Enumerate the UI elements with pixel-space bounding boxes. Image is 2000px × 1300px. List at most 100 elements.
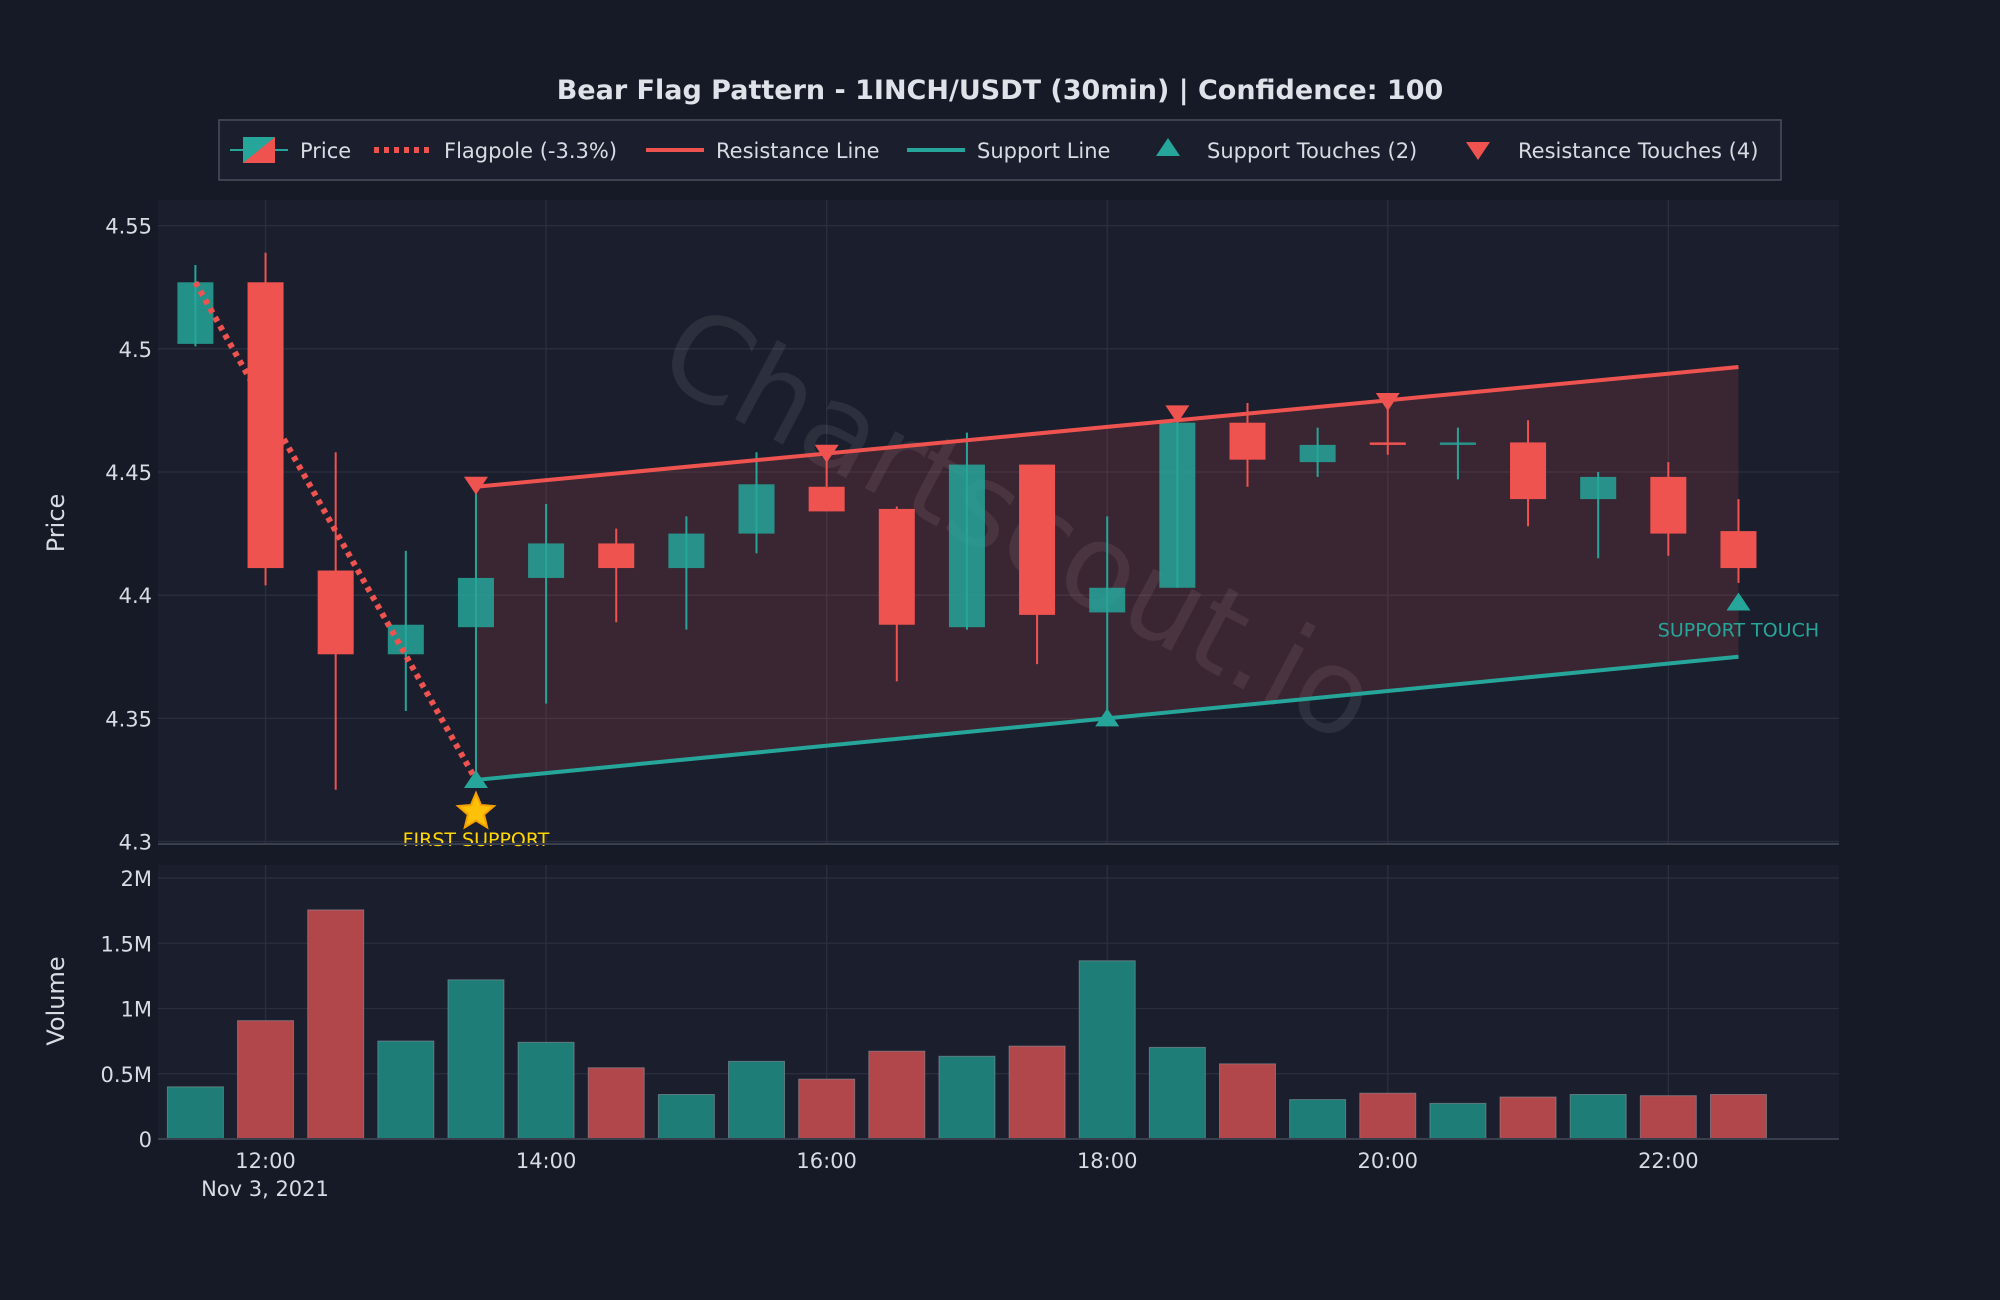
volume-bar	[868, 1050, 926, 1140]
volume-bar	[938, 1055, 996, 1140]
time-tick-label: 18:00	[1077, 1149, 1138, 1173]
volume-bar	[237, 1020, 295, 1140]
volume-bar	[798, 1078, 856, 1140]
candle	[247, 252, 284, 586]
candle	[317, 452, 354, 790]
candle-body	[247, 282, 284, 569]
candle-body	[1650, 476, 1687, 534]
legend: Price Flagpole (-3.3%) Resistance Line Supp…	[218, 119, 1782, 181]
time-tick-label: 12:00	[235, 1149, 296, 1173]
candle-body	[1720, 531, 1757, 569]
volume-bar	[1569, 1094, 1627, 1140]
resistance-touch-marker	[463, 476, 488, 495]
candle	[738, 452, 775, 554]
volume-tick-label: 2M	[121, 867, 152, 891]
first-support-star-icon	[455, 790, 497, 830]
resistance-touch-marker	[1375, 393, 1400, 412]
candle-body	[1510, 442, 1547, 500]
candle	[948, 432, 985, 630]
volume-bar	[166, 1086, 224, 1140]
resistance-touch-marker	[814, 444, 839, 463]
legend-box	[218, 119, 1782, 181]
price-tick-label: 4.35	[105, 707, 152, 731]
legend-item: Flagpole (-3.3%)	[374, 139, 617, 163]
price-axis-label: Price	[42, 494, 70, 553]
support-touch-marker	[1095, 708, 1120, 727]
candle	[1510, 420, 1547, 527]
volume-bar	[307, 909, 365, 1140]
candle	[878, 506, 915, 682]
candle	[177, 265, 214, 347]
legend-item: Support Touches (2)	[1156, 138, 1417, 163]
candle	[457, 489, 494, 780]
volume-bar	[1148, 1046, 1206, 1140]
candle	[1299, 427, 1336, 477]
time-tick-label: 14:00	[516, 1149, 577, 1173]
time-tick-label: 20:00	[1358, 1149, 1419, 1173]
candle	[1439, 427, 1476, 480]
support-touch-annotation-marker	[1726, 592, 1751, 611]
price-tick-label: 4.4	[119, 584, 152, 608]
candle-body	[1019, 464, 1056, 615]
candle-body	[1580, 476, 1617, 500]
legend-item: Price	[230, 137, 351, 163]
candle-body	[1089, 587, 1126, 613]
resistance-touch-marker	[1165, 405, 1190, 424]
legend-label: Support Touches (2)	[1207, 139, 1417, 163]
candle-body	[668, 533, 705, 569]
legend-label: Resistance Touches (4)	[1518, 139, 1758, 163]
candle-body	[1299, 444, 1336, 463]
legend-label: Resistance Line	[716, 139, 880, 163]
volume-tick-label: 0	[139, 1128, 152, 1152]
price-tick-label: 4.3	[119, 831, 152, 855]
volume-bar	[657, 1094, 715, 1140]
axes: 4.3 4.35 4.4 4.45 4.5 4.55 0 0.5M 1M 1.5M 2M 12:00 1…	[100, 215, 1839, 1173]
volume-bar	[1078, 960, 1136, 1140]
volume-bar	[1008, 1045, 1066, 1140]
candle	[1019, 464, 1056, 665]
price-tick-label: 4.5	[119, 338, 152, 362]
legend-item: Resistance Line	[646, 139, 880, 163]
volume-bar	[1709, 1094, 1767, 1140]
volume-tick-label: 1M	[121, 998, 152, 1022]
volume-bar	[1429, 1102, 1487, 1140]
candle-body	[317, 570, 354, 655]
legend-label: Flagpole (-3.3%)	[444, 139, 617, 163]
candle-body	[1159, 422, 1196, 588]
candle-body	[878, 508, 915, 625]
candle	[598, 528, 635, 623]
legend-label: Price	[300, 139, 351, 163]
candle-body	[738, 484, 775, 534]
price-plot-area	[158, 200, 1839, 844]
candle	[1159, 415, 1196, 588]
time-tick-label: 16:00	[796, 1149, 857, 1173]
volume-plot-area	[158, 865, 1839, 1139]
candle	[528, 504, 565, 704]
legend-candle-icon	[243, 137, 275, 163]
legend-item: Support Line	[907, 139, 1110, 163]
price-panel: FIRST SUPPORT SUPPORT TOUCH	[177, 252, 1819, 851]
price-tick-label: 4.55	[105, 215, 152, 239]
support-touch-marker	[463, 769, 488, 788]
volume-tick-label: 1.5M	[100, 932, 152, 956]
volume-bar	[1499, 1096, 1557, 1140]
volume-bar	[1218, 1063, 1276, 1140]
volume-bar	[587, 1067, 645, 1140]
volume-bar	[1289, 1099, 1347, 1140]
volume-bar	[447, 979, 505, 1140]
support-touch-label: SUPPORT TOUCH	[1658, 620, 1819, 642]
date-label: Nov 3, 2021	[201, 1177, 329, 1201]
candle	[1369, 405, 1406, 455]
candle	[1580, 471, 1617, 559]
candle-body	[948, 464, 985, 628]
volume-bar	[377, 1040, 435, 1140]
chart-title: Bear Flag Pattern - 1INCH/USDT (30min) |…	[557, 75, 1444, 106]
first-support-label: FIRST SUPPORT	[403, 829, 550, 851]
volume-tick-label: 0.5M	[100, 1063, 152, 1087]
volume-axis-label: Volume	[42, 956, 70, 1045]
legend-item: Resistance Touches (4)	[1466, 139, 1758, 163]
candle-body	[177, 282, 214, 344]
price-tick-label: 4.45	[105, 461, 152, 485]
volume-bar	[1359, 1092, 1417, 1140]
